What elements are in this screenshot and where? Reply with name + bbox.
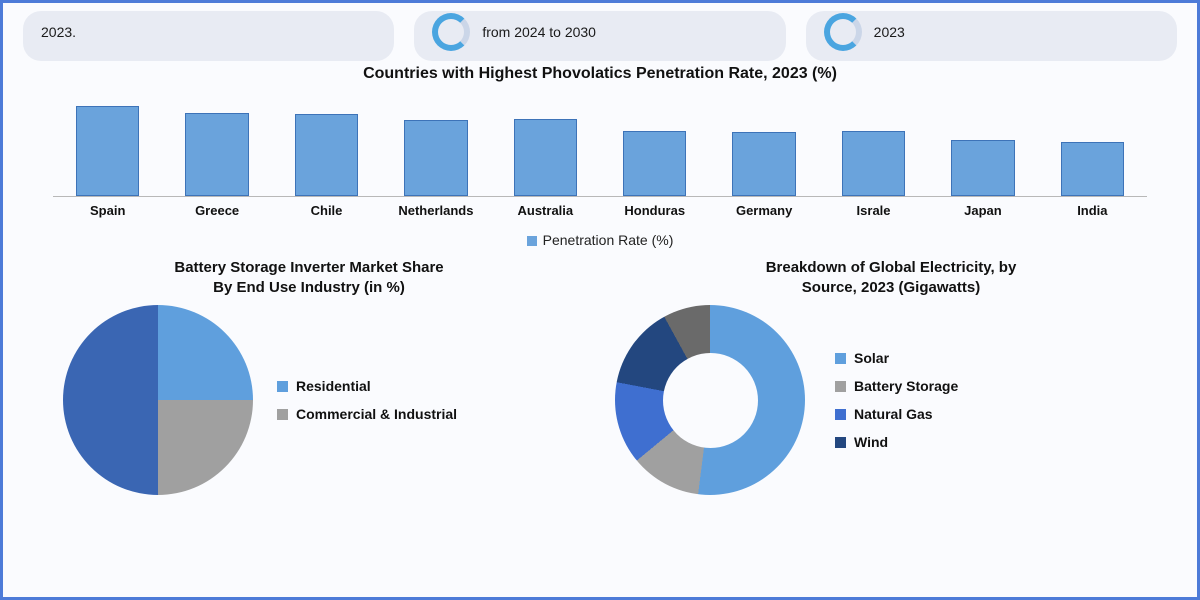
legend-label: Battery Storage (854, 378, 958, 394)
card-text: from 2024 to 2030 (482, 24, 596, 40)
legend-label: Solar (854, 350, 889, 366)
donut-chart-title: Breakdown of Global Electricity, by Sour… (605, 258, 1177, 297)
legend-swatch-icon (835, 353, 846, 364)
card-text: 2023 (874, 24, 905, 40)
donut-chart-section: Breakdown of Global Electricity, by Sour… (605, 258, 1177, 495)
bar-x-label: Chile (272, 203, 381, 218)
bar-column (819, 97, 928, 196)
bar-chart-legend: Penetration Rate (%) (23, 232, 1177, 248)
legend-item: Commercial & Industrial (277, 406, 457, 422)
bar-column (491, 97, 600, 196)
bar-column (709, 97, 818, 196)
title-line: Breakdown of Global Electricity, by (766, 259, 1017, 276)
legend-label: Commercial & Industrial (296, 406, 457, 422)
legend-label: Natural Gas (854, 406, 933, 422)
bar-x-label: Australia (491, 203, 600, 218)
legend-swatch-icon (835, 381, 846, 392)
title-line: Battery Storage Inverter Market Share (174, 259, 443, 276)
pie-chart-title: Battery Storage Inverter Market Share By… (23, 258, 595, 297)
bar-x-label: Honduras (600, 203, 709, 218)
title-line: By End Use Industry (in %) (213, 279, 405, 296)
bar-column (53, 97, 162, 196)
donut-chart (615, 305, 805, 495)
progress-ring-icon (824, 13, 862, 51)
lower-charts-row: Battery Storage Inverter Market Share By… (23, 258, 1177, 495)
bar (295, 114, 358, 196)
bar-chart-title: Countries with Highest Phovolatics Penet… (23, 65, 1177, 83)
info-card-1: 2023. (23, 11, 394, 61)
bar-x-label: Germany (709, 203, 818, 218)
bar-chart-plot (53, 97, 1147, 197)
pie-chart (63, 305, 253, 495)
legend-label: Residential (296, 378, 371, 394)
bar-x-label: Netherlands (381, 203, 490, 218)
bar (404, 120, 467, 197)
pie-legend: Residential Commercial & Industrial (277, 366, 457, 434)
bar-x-label: Spain (53, 203, 162, 218)
legend-swatch-icon (527, 236, 537, 246)
legend-swatch-icon (835, 437, 846, 448)
bar-column (272, 97, 381, 196)
donut-legend: Solar Battery Storage Natural Gas Wind (835, 338, 958, 462)
bar-x-label: India (1038, 203, 1147, 218)
info-card-2: from 2024 to 2030 (414, 11, 785, 61)
bar (185, 113, 248, 196)
bar (76, 106, 139, 196)
bar (842, 131, 905, 196)
bar (1061, 142, 1124, 196)
legend-swatch-icon (835, 409, 846, 420)
title-line: Source, 2023 (Gigawatts) (802, 279, 980, 296)
bar-chart-x-labels: SpainGreeceChileNetherlandsAustraliaHond… (53, 203, 1147, 218)
legend-item: Residential (277, 378, 457, 394)
legend-item: Solar (835, 350, 958, 366)
info-card-3: 2023 (806, 11, 1177, 61)
donut-hole (663, 353, 758, 448)
bar-column (381, 97, 490, 196)
bar-column (600, 97, 709, 196)
bar-x-label: Israle (819, 203, 928, 218)
bar (951, 140, 1014, 196)
legend-swatch-icon (277, 381, 288, 392)
bar-column (1038, 97, 1147, 196)
bar-x-label: Japan (928, 203, 1037, 218)
legend-item: Natural Gas (835, 406, 958, 422)
legend-swatch-icon (277, 409, 288, 420)
pie-chart-body: Residential Commercial & Industrial (23, 305, 595, 495)
bar (514, 119, 577, 196)
progress-ring-icon (432, 13, 470, 51)
card-text: 2023. (41, 24, 76, 40)
bar-column (928, 97, 1037, 196)
bar (732, 132, 795, 196)
bar (623, 131, 686, 196)
legend-label: Wind (854, 434, 888, 450)
bar-chart-section: Countries with Highest Phovolatics Penet… (23, 65, 1177, 248)
pie-chart-section: Battery Storage Inverter Market Share By… (23, 258, 595, 495)
bar-column (162, 97, 271, 196)
legend-item: Battery Storage (835, 378, 958, 394)
legend-item: Wind (835, 434, 958, 450)
top-cards-row: 2023. from 2024 to 2030 2023 (23, 11, 1177, 61)
legend-label: Penetration Rate (%) (543, 232, 674, 248)
bar-x-label: Greece (162, 203, 271, 218)
donut-chart-body: Solar Battery Storage Natural Gas Wind (605, 305, 1177, 495)
